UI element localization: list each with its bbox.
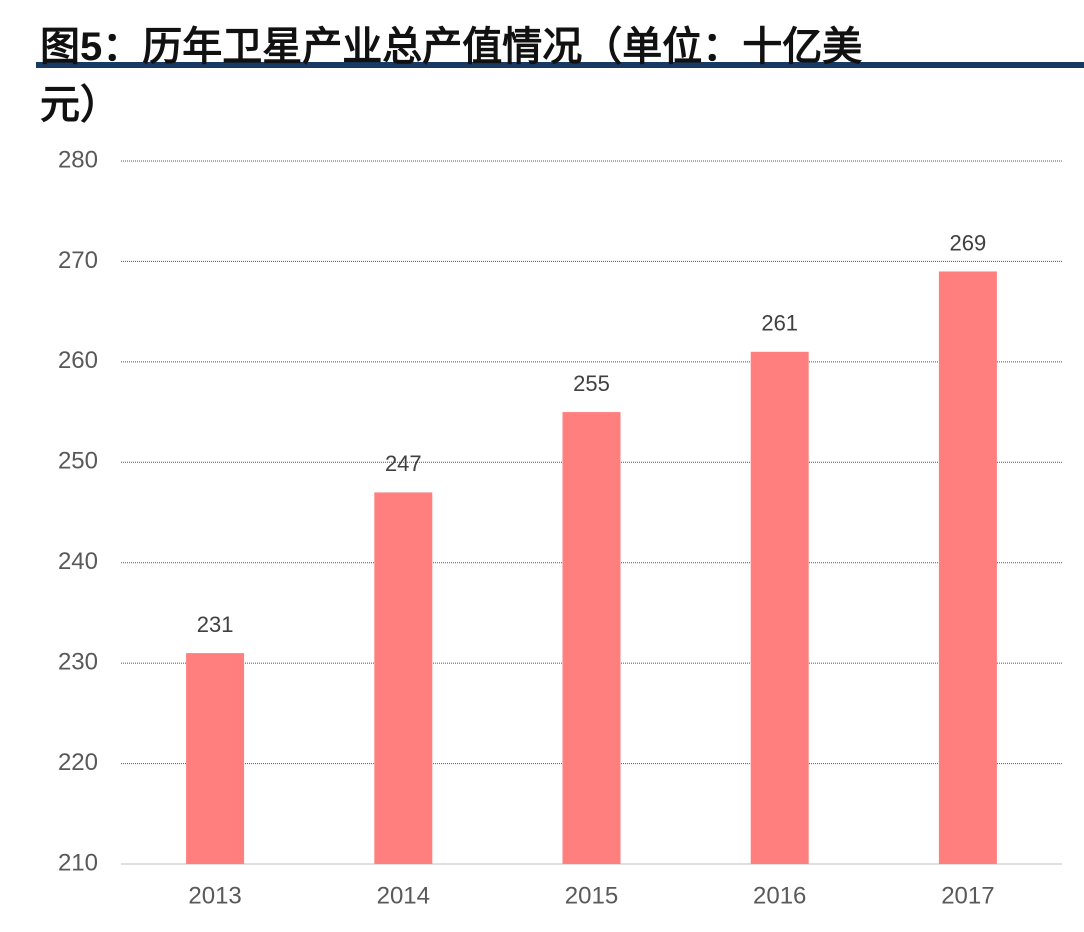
- bar: [938, 271, 997, 864]
- y-tick-label: 270: [58, 247, 98, 274]
- bar: [750, 351, 809, 864]
- x-tick-label: 2014: [377, 882, 430, 909]
- value-label: 247: [385, 451, 422, 476]
- bar: [562, 412, 621, 864]
- x-tick-label: 2017: [941, 882, 994, 909]
- title-rule: [36, 62, 1084, 68]
- y-tick-label: 210: [58, 849, 98, 876]
- bar: [374, 492, 433, 864]
- x-tick-label: 2013: [188, 882, 241, 909]
- y-tick-label: 220: [58, 749, 98, 776]
- y-tick-label: 250: [58, 448, 98, 475]
- value-label: 231: [197, 612, 234, 637]
- x-tick-label: 2015: [565, 882, 618, 909]
- value-label: 255: [573, 371, 610, 396]
- y-tick-label: 260: [58, 347, 98, 374]
- value-label: 261: [761, 311, 798, 336]
- y-tick-label: 240: [58, 548, 98, 575]
- bar: [186, 653, 245, 864]
- chart-title: 图5：历年卫星产业总产值情况（单位：十亿美元）: [40, 25, 863, 127]
- value-label: 269: [950, 230, 987, 255]
- y-tick-label: 230: [58, 648, 98, 675]
- y-tick-label: 280: [58, 146, 98, 173]
- x-tick-label: 2016: [753, 882, 806, 909]
